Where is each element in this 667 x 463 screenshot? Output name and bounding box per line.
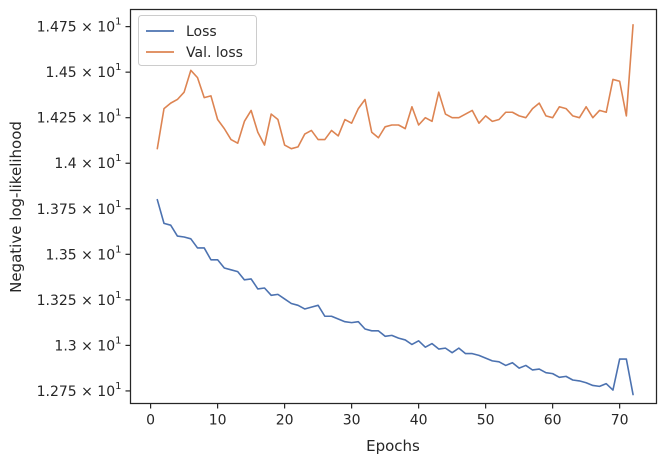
y-tick-label: 1.3 × 101 [54, 335, 121, 354]
series-layer [156, 23, 634, 396]
legend-label: Loss [186, 24, 217, 40]
x-tick-label: 0 [146, 413, 155, 429]
y-axis: 1.275 × 101 1.3 × 101 1.325 × 101 1.35 × 10… [37, 17, 131, 400]
legend-box [138, 15, 257, 66]
legend-label: Val. loss [186, 45, 243, 61]
x-tick-label: 10 [209, 413, 227, 429]
legend: Loss Val. loss [138, 15, 257, 66]
y-tick-label: 1.475 × 101 [37, 17, 122, 36]
y-tick-label: 1.325 × 101 [37, 290, 122, 309]
x-tick-label: 20 [276, 413, 294, 429]
y-axis-label: Negative log-likelihood [7, 121, 25, 293]
series-line-loss [156, 198, 634, 396]
x-axis-label: Epochs [366, 437, 420, 455]
y-tick-label: 1.275 × 101 [37, 381, 122, 400]
y-tick-label: 1.375 × 101 [37, 199, 122, 218]
x-tick-label: 70 [611, 413, 629, 429]
series-line-val-loss [156, 23, 634, 150]
x-tick-label: 40 [410, 413, 428, 429]
x-tick-label: 30 [343, 413, 361, 429]
x-axis: 0 10 20 30 40 50 60 70 [146, 403, 629, 429]
plot-frame [129, 8, 658, 405]
y-tick-label: 1.4 × 101 [54, 153, 121, 172]
y-tick-label: 1.45 × 101 [46, 62, 122, 81]
y-tick-label: 1.425 × 101 [37, 108, 122, 127]
x-tick-label: 50 [477, 413, 495, 429]
y-tick-label: 1.35 × 101 [46, 244, 122, 263]
x-tick-label: 60 [544, 413, 562, 429]
